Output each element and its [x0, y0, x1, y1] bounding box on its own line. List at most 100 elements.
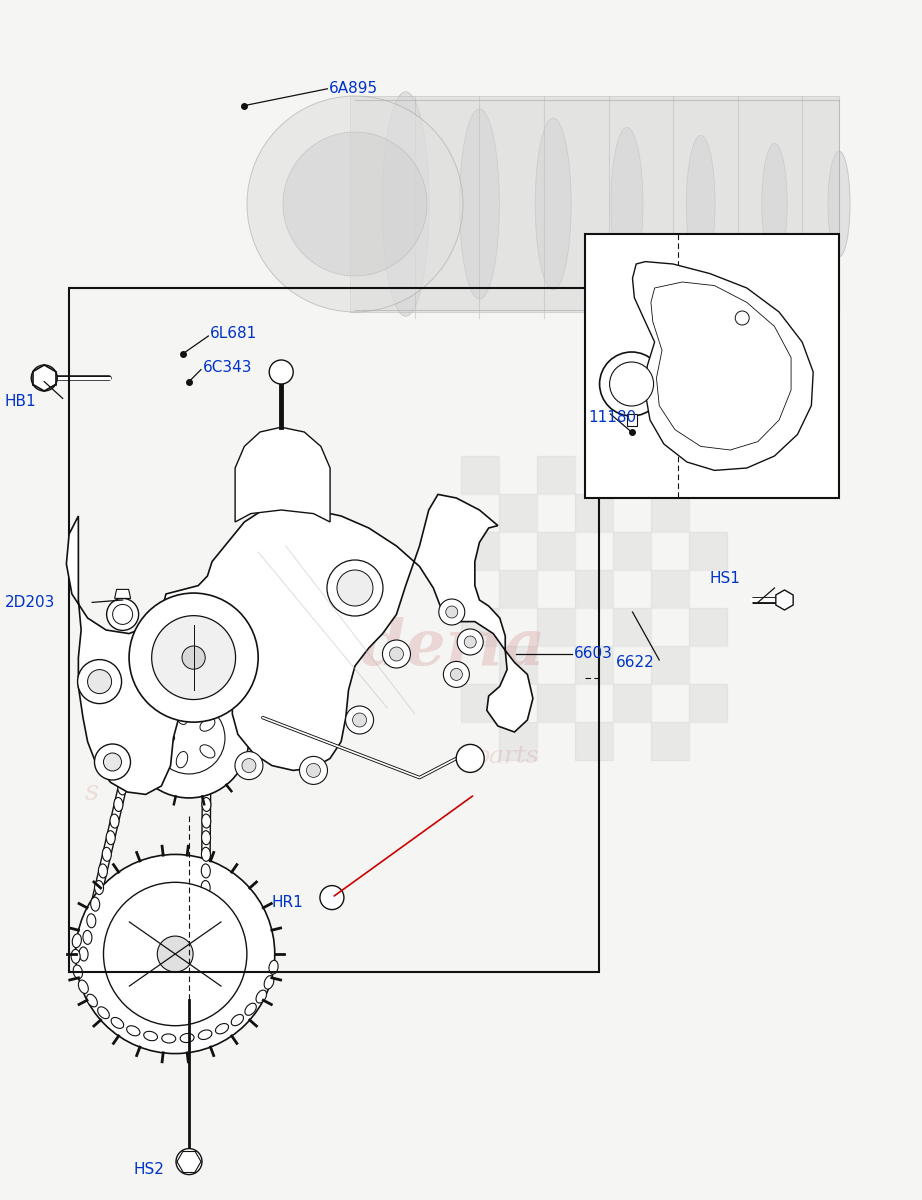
Text: Scuderia: Scuderia [230, 617, 545, 679]
Bar [613, 456, 651, 494]
Bar [651, 646, 689, 684]
Bar [651, 608, 689, 646]
Bar [613, 494, 651, 532]
Bar [689, 494, 727, 532]
Ellipse shape [201, 913, 210, 928]
Text: 6C343: 6C343 [203, 360, 253, 374]
Ellipse shape [180, 1033, 195, 1043]
Bar [537, 684, 575, 722]
Ellipse shape [203, 731, 211, 745]
Bar [499, 646, 537, 684]
Ellipse shape [201, 930, 209, 944]
Ellipse shape [87, 913, 96, 928]
Circle shape [383, 640, 410, 668]
Bar [461, 456, 499, 494]
Ellipse shape [269, 960, 278, 974]
Text: 6603: 6603 [573, 647, 612, 661]
Ellipse shape [124, 731, 134, 745]
Text: 6622: 6622 [616, 655, 655, 670]
Bar [651, 722, 689, 760]
Bar [575, 456, 613, 494]
Ellipse shape [231, 1014, 243, 1026]
Ellipse shape [106, 830, 115, 845]
Bar [651, 532, 689, 570]
Bar [537, 532, 575, 570]
Circle shape [283, 132, 427, 276]
Ellipse shape [201, 898, 210, 911]
Circle shape [456, 744, 484, 773]
Circle shape [31, 365, 57, 391]
Bar [585, 234, 839, 498]
Polygon shape [66, 494, 533, 794]
Bar [461, 722, 499, 760]
Bar [689, 456, 727, 494]
Polygon shape [651, 282, 791, 450]
Ellipse shape [202, 798, 211, 811]
Circle shape [129, 678, 249, 798]
Ellipse shape [242, 716, 252, 731]
Text: HS1: HS1 [710, 571, 740, 586]
Bar [613, 532, 651, 570]
Bar [537, 456, 575, 494]
Ellipse shape [222, 694, 234, 706]
Circle shape [182, 646, 206, 670]
Ellipse shape [202, 748, 211, 762]
Bar [461, 646, 499, 684]
Bar [651, 684, 689, 722]
Bar [613, 684, 651, 722]
Ellipse shape [71, 949, 80, 964]
Bar [499, 494, 537, 532]
Bar [613, 646, 651, 684]
Ellipse shape [158, 686, 171, 697]
Ellipse shape [762, 143, 787, 265]
Circle shape [94, 744, 131, 780]
Text: 2D203: 2D203 [5, 595, 55, 610]
Text: HS2: HS2 [134, 1163, 164, 1177]
Ellipse shape [114, 798, 123, 811]
Bar [613, 608, 651, 646]
Ellipse shape [198, 1030, 212, 1039]
Circle shape [112, 605, 133, 624]
Circle shape [77, 660, 122, 703]
Ellipse shape [112, 1018, 124, 1028]
Circle shape [464, 636, 477, 648]
Circle shape [107, 599, 138, 630]
Text: 6L681: 6L681 [210, 326, 257, 341]
Bar [689, 646, 727, 684]
Circle shape [176, 1148, 202, 1175]
Bar [651, 456, 689, 494]
Bar [537, 722, 575, 760]
Circle shape [76, 854, 275, 1054]
Ellipse shape [125, 748, 135, 762]
Bar [689, 684, 727, 722]
Circle shape [235, 751, 263, 780]
Bar [689, 722, 727, 760]
Circle shape [269, 360, 293, 384]
Bar [575, 570, 613, 608]
Circle shape [242, 758, 256, 773]
Bar [651, 570, 689, 608]
Bar [499, 532, 537, 570]
Text: HR1: HR1 [272, 895, 303, 910]
Ellipse shape [256, 990, 266, 1003]
Ellipse shape [264, 976, 274, 989]
Ellipse shape [459, 109, 500, 299]
Ellipse shape [95, 881, 103, 894]
Circle shape [320, 886, 344, 910]
Ellipse shape [201, 881, 210, 894]
Bar [499, 456, 537, 494]
Ellipse shape [202, 764, 211, 779]
Ellipse shape [122, 764, 131, 779]
Bar [461, 494, 499, 532]
Circle shape [337, 570, 373, 606]
Ellipse shape [98, 1007, 110, 1019]
Ellipse shape [129, 731, 138, 745]
Ellipse shape [79, 947, 89, 961]
Circle shape [306, 763, 321, 778]
Ellipse shape [200, 718, 215, 731]
Ellipse shape [200, 745, 215, 758]
Ellipse shape [144, 694, 156, 706]
Text: 6A895: 6A895 [329, 82, 378, 96]
Ellipse shape [535, 119, 571, 289]
Polygon shape [627, 414, 636, 426]
